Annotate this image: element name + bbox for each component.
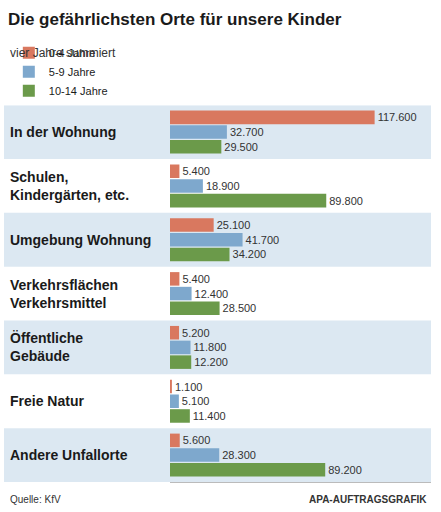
svg-text:VerkehrsflächenVerkehrsmittel: VerkehrsflächenVerkehrsmittel [10, 277, 118, 311]
svg-text:5.400: 5.400 [182, 165, 210, 177]
svg-text:117.600: 117.600 [378, 111, 417, 123]
svg-text:18.900: 18.900 [206, 180, 240, 192]
svg-text:28.300: 28.300 [222, 449, 256, 461]
svg-text:10-14 Jahre: 10-14 Jahre [49, 85, 108, 97]
svg-text:5.200: 5.200 [182, 327, 210, 339]
svg-text:12.200: 12.200 [194, 356, 228, 368]
svg-text:APA-AUFTRAGSGRAFIK: APA-AUFTRAGSGRAFIK [309, 494, 427, 505]
svg-text:In der Wohnung: In der Wohnung [10, 124, 116, 140]
svg-text:34.200: 34.200 [233, 248, 267, 260]
svg-text:Andere Unfallorte: Andere Unfallorte [10, 447, 128, 463]
svg-text:5.600: 5.600 [183, 434, 211, 446]
svg-text:11.400: 11.400 [193, 410, 226, 422]
svg-text:29.500: 29.500 [224, 141, 258, 153]
svg-text:5.400: 5.400 [182, 273, 210, 285]
svg-text:ÖffentlicheGebäude: ÖffentlicheGebäude [10, 330, 83, 364]
svg-text:5.100: 5.100 [182, 395, 210, 407]
svg-text:41.700: 41.700 [246, 234, 280, 246]
svg-text:89.200: 89.200 [328, 464, 362, 476]
svg-text:32.700: 32.700 [230, 126, 264, 138]
svg-text:0-4 Jahre: 0-4 Jahre [49, 47, 95, 59]
svg-text:12.400: 12.400 [195, 288, 229, 300]
svg-text:vier Jahre summiert: vier Jahre summiert [10, 46, 116, 60]
svg-text:5-9 Jahre: 5-9 Jahre [49, 66, 95, 78]
svg-text:Quelle: KfV: Quelle: KfV [10, 494, 61, 505]
svg-text:1.100: 1.100 [175, 381, 203, 393]
svg-text:11.800: 11.800 [194, 341, 227, 353]
svg-text:Die gefährlichsten Orte für un: Die gefährlichsten Orte für unsere Kinde… [8, 10, 342, 29]
svg-text:Umgebung Wohnung: Umgebung Wohnung [10, 232, 151, 248]
svg-text:28.500: 28.500 [223, 302, 257, 314]
svg-text:89.800: 89.800 [329, 195, 363, 207]
svg-text:Freie Natur: Freie Natur [10, 393, 84, 409]
svg-text:Schulen,Kindergärten, etc.: Schulen,Kindergärten, etc. [10, 169, 129, 203]
svg-text:25.100: 25.100 [217, 219, 251, 231]
